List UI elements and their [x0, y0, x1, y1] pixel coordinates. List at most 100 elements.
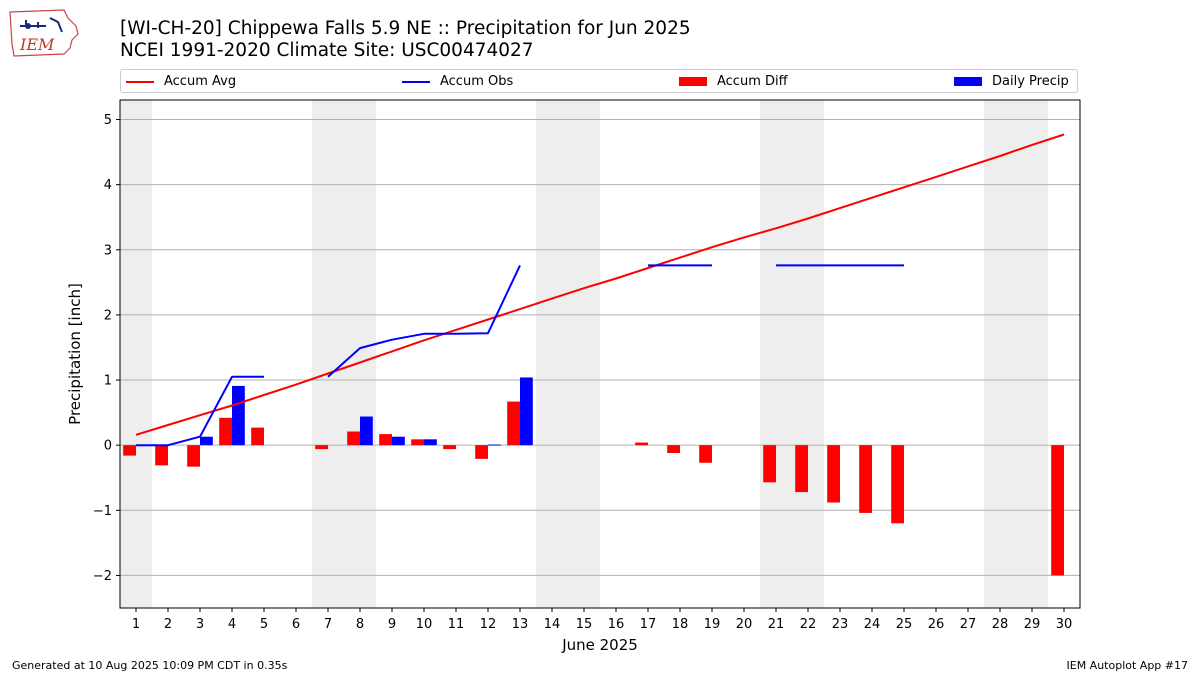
- weekend-band-day-28: [984, 100, 1016, 608]
- legend-swatch-accum-obs: [402, 80, 430, 83]
- legend-swatch-accum-avg: [126, 80, 154, 83]
- x-tick-label: 3: [196, 617, 204, 632]
- legend-swatch-daily-precip: [954, 77, 982, 86]
- legend-label-daily-precip: Daily Precip: [992, 74, 1069, 89]
- accum-diff-bar-day-3: [187, 445, 200, 467]
- x-tick-label: 8: [356, 617, 364, 632]
- x-tick-label: 10: [416, 617, 433, 632]
- y-tick-label: −1: [93, 504, 112, 519]
- iowa-outline-icon: [9, 9, 79, 57]
- logo-text: IEM: [19, 35, 55, 54]
- accum-diff-bar-day-7: [315, 445, 328, 450]
- y-tick-label: −2: [93, 569, 112, 584]
- accum-diff-bar-day-13: [507, 401, 520, 446]
- x-tick-label: 19: [704, 617, 721, 632]
- x-tick-label: 30: [1056, 617, 1073, 632]
- accum-diff-bar-day-23: [827, 445, 840, 503]
- x-tick-label: 1: [132, 617, 140, 632]
- y-tick-label: 2: [104, 308, 112, 323]
- y-tick-label: 5: [104, 113, 112, 128]
- y-tick-label: 4: [104, 178, 112, 193]
- accum-diff-bar-day-10: [411, 439, 424, 446]
- weather-station-icon: [20, 17, 63, 33]
- accum-diff-bar-day-25: [891, 445, 904, 524]
- weekend-band-day-29: [1016, 100, 1048, 608]
- daily-precip-bar-day-12: [488, 444, 501, 446]
- daily-precip-bar-day-8: [360, 416, 373, 446]
- line-series: [135, 133, 1065, 447]
- x-tick-label: 18: [672, 617, 689, 632]
- weekend-band-day-14: [536, 100, 568, 608]
- x-tick-label: 16: [608, 617, 625, 632]
- chart-title: [WI-CH-20] Chippewa Falls 5.9 NE :: Prec…: [120, 18, 691, 39]
- accum-diff-bar-day-19: [699, 445, 712, 463]
- accum-diff-bar-day-4: [219, 417, 232, 446]
- x-tick-label: 28: [992, 617, 1009, 632]
- legend-label-accum-avg: Accum Avg: [164, 74, 237, 89]
- x-axis-label: June 2025: [561, 636, 638, 654]
- legend-item-accum-diff: Accum Diff: [679, 73, 788, 91]
- x-tick-label: 25: [896, 617, 913, 632]
- legend-item-accum-obs: Accum Obs: [402, 73, 513, 91]
- daily-precip-bar-day-10: [424, 439, 437, 446]
- x-tick-label: 7: [324, 617, 332, 632]
- accum-diff-bar-day-21: [763, 445, 776, 483]
- legend-swatch-accum-diff: [679, 77, 707, 86]
- y-tick-label: 0: [104, 439, 112, 454]
- accum-diff-bar-day-9: [379, 434, 392, 446]
- y-tick-label: 1: [104, 374, 112, 389]
- x-tick-label: 15: [576, 617, 593, 632]
- chart-subtitle: NCEI 1991-2020 Climate Site: USC00474027: [120, 40, 534, 61]
- legend-label-accum-obs: Accum Obs: [440, 74, 514, 89]
- y-axis-label: Precipitation [inch]: [66, 283, 84, 425]
- accum-diff-bar-day-18: [667, 445, 680, 453]
- weekend-band-day-8: [344, 100, 376, 608]
- generated-note: Generated at 10 Aug 2025 10:09 PM CDT in…: [12, 659, 288, 672]
- chart-legend: Accum Avg Accum Obs Accum Diff Daily Pre…: [120, 69, 1078, 93]
- x-tick-label: 20: [736, 617, 753, 632]
- accum-diff-bar-day-2: [155, 445, 168, 466]
- accum-diff-bar-day-12: [475, 445, 488, 459]
- accum-diff-bar-day-22: [795, 445, 808, 493]
- weekend-band-day-1: [120, 100, 152, 608]
- accum-diff-bar-day-5: [251, 427, 264, 446]
- daily-precip-bar-day-3: [200, 436, 213, 446]
- daily-precip-bar-day-13: [520, 377, 533, 446]
- x-tick-label: 21: [768, 617, 785, 632]
- x-tick-label: 11: [448, 617, 465, 632]
- legend-item-daily-precip: Daily Precip: [954, 73, 1069, 91]
- x-tick-label: 24: [864, 617, 881, 632]
- x-tick-label: 4: [228, 617, 236, 632]
- x-tick-label: 27: [960, 617, 977, 632]
- accum-diff-bar-day-8: [347, 431, 360, 446]
- iem-logo: IEM: [9, 9, 79, 57]
- x-tick-label: 29: [1024, 617, 1041, 632]
- x-tick-label: 5: [260, 617, 268, 632]
- grid-lines: [120, 119, 1080, 576]
- x-tick-label: 2: [164, 617, 172, 632]
- legend-label-accum-diff: Accum Diff: [717, 74, 788, 89]
- x-tick-label: 9: [388, 617, 396, 632]
- accum-diff-bar-day-11: [443, 445, 456, 450]
- app-note: IEM Autoplot App #17: [1066, 659, 1189, 672]
- bar-series: [123, 377, 1064, 576]
- accum-diff-bar-day-17: [635, 442, 648, 446]
- weekend-shading: [120, 100, 1048, 608]
- legend-item-accum-avg: Accum Avg: [126, 73, 236, 91]
- x-tick-label: 13: [512, 617, 529, 632]
- accum-obs-line-segment-0: [136, 375, 264, 447]
- accum-diff-bar-day-1: [123, 445, 136, 456]
- x-tick-label: 14: [544, 617, 561, 632]
- x-tick-label: 26: [928, 617, 945, 632]
- weekend-band-day-7: [312, 100, 344, 608]
- daily-precip-bar-day-9: [392, 436, 405, 446]
- accum-diff-bar-day-30: [1051, 445, 1064, 576]
- x-tick-label: 12: [480, 617, 497, 632]
- x-tick-label: 6: [292, 617, 300, 632]
- weekend-band-day-15: [568, 100, 600, 608]
- weekend-band-day-22: [792, 100, 824, 608]
- x-tick-label: 23: [832, 617, 849, 632]
- accum-diff-bar-day-24: [859, 445, 872, 513]
